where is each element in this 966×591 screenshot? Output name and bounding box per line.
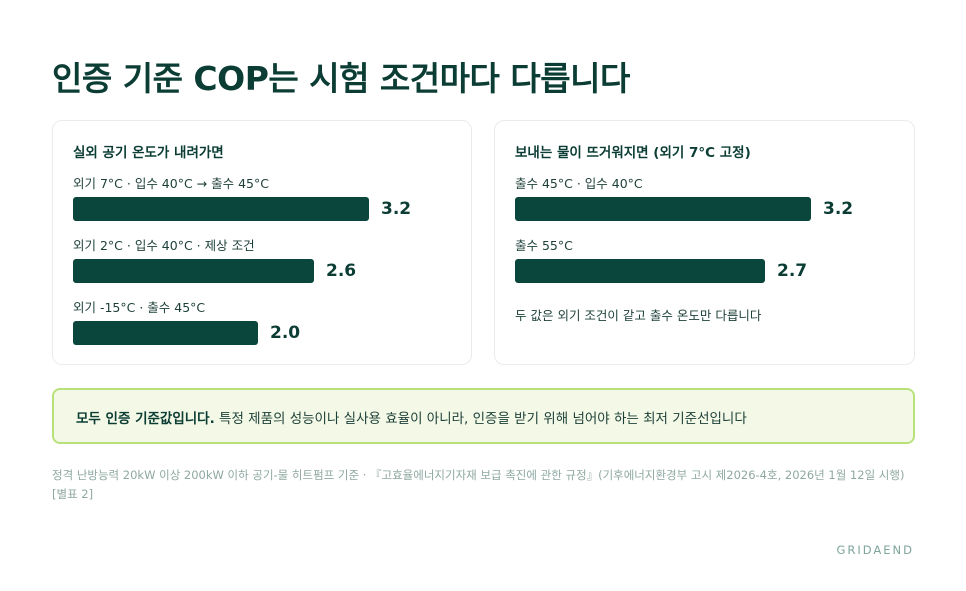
source-note: 정격 난방능력 20kW 이상 200kW 이하 공기-물 히트펌프 기준 · … bbox=[52, 468, 905, 501]
bar-value-label: 2.0 bbox=[270, 323, 301, 343]
bar-item: 외기 -15°C · 출수 45°C 2.0 bbox=[73, 297, 451, 353]
chart-annotation: 두 값은 외기 조건이 같고 출수 온도만 다릅니다 bbox=[515, 308, 762, 323]
bar-category-label: 외기 2°C · 입수 40°C · 제상 조건 bbox=[73, 238, 255, 253]
page-title: 인증 기준 COP는 시험 조건마다 다릅니다 bbox=[52, 59, 630, 98]
bar-category-label: 출수 55°C bbox=[515, 238, 573, 253]
callout-text: 모두 인증 기준값입니다. 특정 제품의 성능이나 실사용 효율이 아니라, 인… bbox=[76, 407, 747, 427]
callout-body-text: 특정 제품의 성능이나 실사용 효율이 아니라, 인증을 받기 위해 넘어야 하… bbox=[214, 411, 747, 427]
bar bbox=[515, 259, 765, 283]
bar-item: 외기 2°C · 입수 40°C · 제상 조건 2.6 bbox=[73, 235, 451, 291]
bar bbox=[515, 197, 811, 221]
bar-category-label: 외기 7°C · 입수 40°C → 출수 45°C bbox=[73, 176, 269, 191]
bar-item: 외기 7°C · 입수 40°C → 출수 45°C 3.2 bbox=[73, 173, 451, 229]
bar bbox=[73, 321, 258, 345]
chart-card-water-temp: 보내는 물이 뜨거워지면 (외기 7°C 고정) 출수 45°C · 입수 40… bbox=[494, 120, 915, 365]
chart-card-outdoor-temp: 실외 공기 온도가 내려가면 외기 7°C · 입수 40°C → 출수 45°… bbox=[52, 120, 472, 365]
chart-title: 실외 공기 온도가 내려가면 bbox=[73, 145, 224, 161]
bar-value-label: 2.6 bbox=[326, 261, 357, 281]
brand-logo-text: GRIDAEND bbox=[836, 543, 914, 557]
bar-category-label: 외기 -15°C · 출수 45°C bbox=[73, 300, 206, 315]
bar-item: 출수 55°C 2.7 bbox=[515, 235, 894, 291]
bar-value-label: 2.7 bbox=[777, 261, 808, 281]
bar-item: 출수 45°C · 입수 40°C 3.2 bbox=[515, 173, 894, 229]
bar bbox=[73, 259, 314, 283]
bar-value-label: 3.2 bbox=[381, 199, 412, 219]
callout-box: 모두 인증 기준값입니다. 특정 제품의 성능이나 실사용 효율이 아니라, 인… bbox=[52, 388, 915, 444]
chart-title: 보내는 물이 뜨거워지면 (외기 7°C 고정) bbox=[515, 145, 751, 161]
callout-bold-text: 모두 인증 기준값입니다. bbox=[76, 411, 215, 427]
bar bbox=[73, 197, 369, 221]
bar-category-label: 출수 45°C · 입수 40°C bbox=[515, 176, 643, 191]
bar-value-label: 3.2 bbox=[823, 199, 854, 219]
